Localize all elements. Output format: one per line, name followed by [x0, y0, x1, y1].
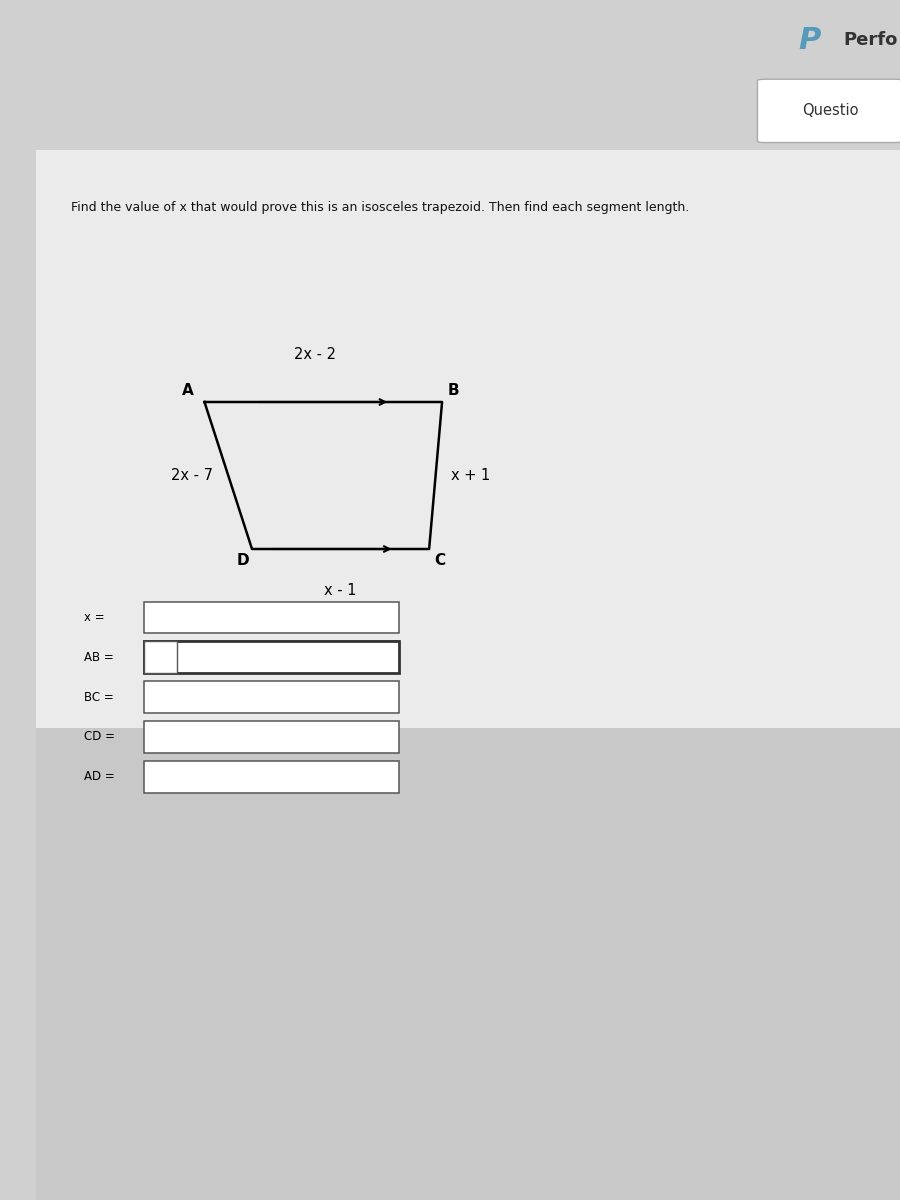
Bar [144, 721, 399, 752]
Text: B: B [447, 383, 459, 397]
Text: Perfo: Perfo [844, 31, 898, 49]
Text: CD =: CD = [84, 731, 114, 744]
Text: Questio: Questio [802, 103, 859, 119]
Text: x + 1: x + 1 [451, 468, 490, 482]
Text: AD =: AD = [84, 770, 114, 784]
Text: x =: x = [84, 611, 104, 624]
Text: x - 1: x - 1 [324, 582, 356, 598]
Text: BC =: BC = [84, 690, 113, 703]
Bar [36, 727, 900, 1200]
Bar [144, 682, 399, 713]
Bar [36, 150, 900, 727]
Text: 2x - 2: 2x - 2 [293, 347, 336, 362]
FancyBboxPatch shape [758, 79, 900, 143]
Bar [144, 601, 399, 634]
Bar [144, 641, 399, 673]
Bar [144, 641, 399, 673]
Text: A: A [183, 383, 194, 397]
Bar [144, 641, 176, 673]
Text: Find the value of x that would prove this is an isosceles trapezoid. Then find e: Find the value of x that would prove thi… [70, 202, 689, 215]
Text: D: D [237, 553, 249, 569]
Text: P: P [798, 26, 821, 55]
Text: 2x - 7: 2x - 7 [171, 468, 212, 482]
Bar [144, 761, 399, 792]
Text: AB =: AB = [84, 650, 113, 664]
Text: C: C [435, 553, 446, 569]
